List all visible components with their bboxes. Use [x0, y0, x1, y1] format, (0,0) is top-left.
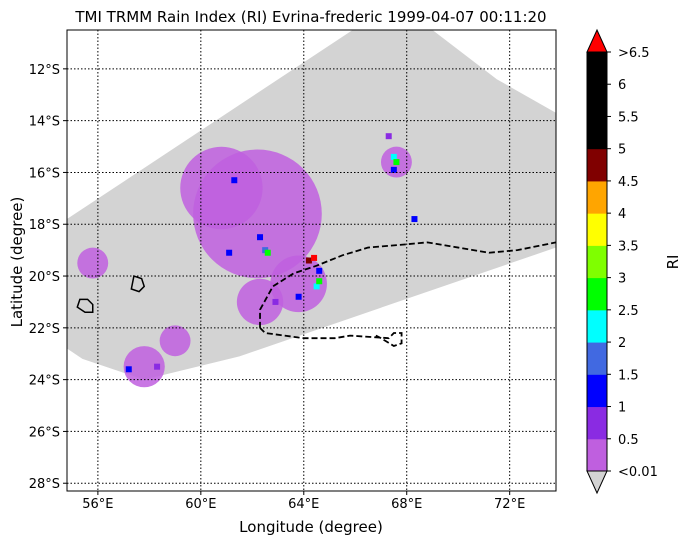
colorbar-bin [587, 52, 607, 85]
colorbar-tick-label: 3.5 [618, 239, 639, 254]
rain-point [311, 254, 318, 261]
rain-point [313, 283, 320, 290]
y-tick-label: 12°S [29, 63, 60, 78]
rain-points [125, 133, 418, 373]
x-axis-ticks: 56°E 60°E 64°E 68°E 72°E [82, 491, 525, 512]
colorbar-bin [587, 213, 607, 246]
colorbar-tick-label: 3 [618, 272, 626, 287]
x-tick-label: 68°E [391, 497, 422, 512]
x-tick-label: 60°E [185, 497, 216, 512]
x-tick-label: 64°E [288, 497, 319, 512]
map-plot-area: 56°E 60°E 64°E 68°E 72°E 12°S 14°S 16°S 18°S 20°… [29, 29, 557, 512]
rain-region [77, 247, 109, 279]
colorbar: <0.01 0.5 1 1.5 2 2.5 3 3.5 4 4.5 5 5.5 6 >6.5 [586, 28, 658, 495]
colorbar-top-label: >6.5 [618, 46, 650, 61]
rain-point [316, 278, 323, 285]
rain-region [270, 255, 327, 313]
colorbar-tick-label: 2.5 [618, 304, 639, 319]
y-tick-label: 18°S [29, 218, 60, 233]
x-tick-label: 72°E [494, 497, 525, 512]
rain-region [123, 346, 165, 388]
y-tick-label: 26°S [29, 425, 60, 440]
rain-regions [77, 146, 412, 388]
colorbar-bin [587, 148, 607, 182]
y-axis-label: Latitude (degree) [8, 197, 26, 328]
coastlines [76, 275, 146, 314]
colorbar-tick-label: 6 [618, 78, 626, 93]
rain-region [159, 325, 191, 357]
rain-point [390, 166, 397, 173]
colorbar-bin [587, 374, 607, 408]
coastline [130, 275, 146, 293]
colorbar-bin [587, 309, 607, 343]
rain-point [257, 234, 264, 241]
rain-point [231, 177, 238, 184]
colorbar-bin [587, 245, 607, 279]
rain-region [180, 146, 263, 230]
y-tick-label: 16°S [29, 166, 60, 181]
rain-point [295, 293, 302, 300]
colorbar-bin [587, 406, 607, 440]
colorbar-frame [586, 51, 608, 472]
colorbar-tick-label: <0.01 [618, 465, 658, 480]
y-tick-label: 14°S [29, 115, 60, 130]
rain-point [385, 133, 392, 140]
y-tick-label: 28°S [29, 477, 60, 492]
y-tick-label: 24°S [29, 374, 60, 389]
colorbar-bin [587, 116, 607, 150]
gridlines [67, 30, 556, 491]
rain-point [316, 267, 323, 274]
coastline [76, 298, 94, 314]
storm-track-loop [259, 327, 403, 347]
storm-track [259, 241, 556, 328]
rain-point [154, 363, 161, 370]
colorbar-bin [587, 438, 607, 472]
rain-point [390, 153, 397, 160]
colorbar-tick-label: 4 [618, 207, 626, 222]
colorbar-bin [587, 277, 607, 311]
colorbar-tick-label: 2 [618, 336, 626, 351]
colorbar-tick-label: 5 [618, 143, 626, 158]
rain-point [393, 159, 400, 166]
rain-point [272, 298, 279, 305]
colorbar-over-triangle [586, 28, 608, 53]
rain-point [226, 249, 233, 256]
colorbar-tick-label: 1 [618, 401, 626, 416]
colorbar-tick-label: 1.5 [618, 368, 639, 383]
colorbar-tick-label: 4.5 [618, 175, 639, 190]
colorbar-bin [587, 84, 607, 117]
rain-point [125, 366, 132, 373]
colorbar-under-triangle [586, 470, 608, 495]
rain-point [411, 216, 418, 223]
colorbar-label: RI [664, 255, 682, 270]
y-axis-ticks: 12°S 14°S 16°S 18°S 20°S 22°S 24°S 26°S 28°S [29, 63, 67, 492]
colorbar-bin [587, 180, 607, 214]
y-tick-label: 22°S [29, 322, 60, 337]
plot-frame [66, 29, 557, 492]
y-tick-label: 20°S [29, 270, 60, 285]
x-tick-label: 56°E [82, 497, 113, 512]
x-axis-label: Longitude (degree) [239, 518, 383, 536]
colorbar-bin [587, 342, 607, 375]
rain-point [305, 257, 312, 264]
chart-title: TMI TRMM Rain Index (RI) Evrina-frederic… [74, 8, 546, 26]
rain-point [264, 249, 271, 256]
colorbar-tick-label: 0.5 [618, 433, 639, 448]
colorbar-tick-label: 5.5 [618, 110, 639, 125]
